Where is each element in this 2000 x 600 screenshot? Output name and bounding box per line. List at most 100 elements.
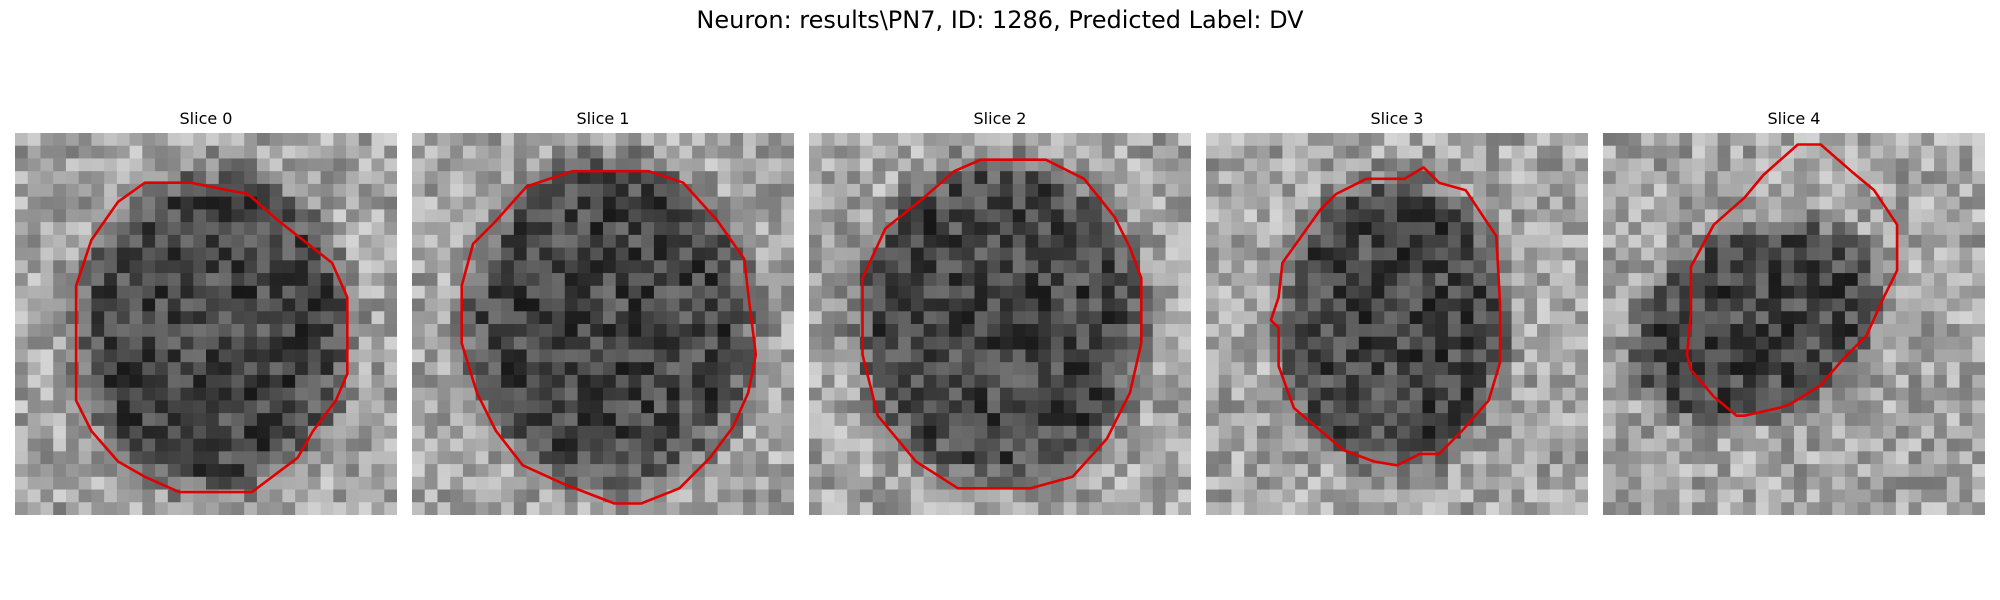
pixel-cell (1819, 400, 1833, 414)
pixel-cell (1473, 171, 1487, 185)
pixel-cell (717, 133, 731, 147)
pixel-cell (1895, 209, 1910, 223)
pixel-cell (1549, 413, 1564, 427)
pixel-cell (552, 374, 566, 389)
pixel-cell (923, 336, 937, 351)
pixel-cell (244, 260, 258, 274)
pixel-cell (961, 183, 976, 198)
pixel-cell (1934, 502, 1948, 515)
pixel-cell (1333, 158, 1347, 172)
pixel-cell (1025, 196, 1039, 210)
pixel-cell (1486, 158, 1500, 172)
pixel-cell (577, 298, 591, 312)
pixel-cell (1575, 387, 1588, 401)
pixel-cell (1819, 324, 1833, 338)
pixel-cell (1844, 324, 1859, 338)
pixel-cell (1908, 489, 1922, 503)
pixel-cell (40, 451, 54, 465)
pixel-cell (1717, 298, 1731, 312)
pixel-cell (1244, 400, 1258, 414)
pixel-cell (1435, 273, 1449, 287)
pixel-cell (1959, 362, 1973, 376)
pixel-cell (564, 196, 579, 210)
pixel-cell (1730, 374, 1744, 389)
pixel-cell (1666, 502, 1680, 515)
pixel-cell (1218, 324, 1233, 338)
pixel-cell (1076, 438, 1090, 452)
pixel-cell (1704, 362, 1719, 376)
pixel-cell (167, 145, 182, 160)
pixel-cell (1447, 502, 1462, 515)
pixel-cell (295, 362, 309, 376)
pixel-cell (488, 260, 502, 274)
pixel-cell (1012, 158, 1027, 172)
pixel-cell (333, 413, 347, 427)
pixel-cell (1460, 362, 1474, 376)
pixel-cell (1320, 298, 1334, 312)
pixel-cell (180, 425, 194, 440)
pixel-cell (1295, 438, 1309, 452)
pixel-cell (1282, 133, 1296, 147)
pixel-cell (666, 451, 680, 465)
pixel-cell (898, 183, 912, 198)
pixel-cell (910, 349, 925, 363)
pixel-cell (847, 273, 861, 287)
pixel-cell (295, 222, 309, 236)
pixel-cell (1794, 273, 1808, 287)
pixel-cell (1908, 298, 1922, 312)
pixel-cell (91, 158, 105, 172)
pixel-cell (1025, 158, 1039, 172)
pixel-cell (781, 362, 794, 376)
pixel-cell (1679, 476, 1693, 491)
pixel-cell (577, 362, 591, 376)
pixel-cell (577, 438, 591, 452)
pixel-cell (1000, 324, 1014, 338)
pixel-cell (1946, 438, 1961, 452)
pixel-cell (1844, 196, 1859, 210)
pixel-cell (1231, 464, 1245, 478)
pixel-cell (218, 145, 233, 160)
pixel-cell (615, 400, 630, 414)
pixel-cell (1562, 183, 1576, 198)
pixel-cell (307, 374, 322, 389)
pixel-cell (1870, 464, 1884, 478)
pixel-cell (1320, 183, 1334, 198)
pixel-cell (1050, 234, 1065, 249)
pixel-cell (1333, 502, 1347, 515)
pixel-cell (193, 362, 207, 376)
pixel-cell (974, 438, 988, 452)
pixel-cell (40, 464, 54, 478)
pixel-cell (1628, 273, 1642, 287)
pixel-cell (704, 438, 719, 452)
pixel-cell (1562, 234, 1576, 249)
pixel-cell (821, 133, 836, 147)
pixel-cell (974, 387, 988, 401)
pixel-cell (1206, 209, 1220, 223)
pixel-cell (1511, 273, 1525, 287)
pixel-cell (437, 349, 451, 363)
pixel-cell (1562, 196, 1576, 210)
pixel-cell (1628, 311, 1642, 325)
pixel-cell (475, 209, 489, 223)
pixel-cell (1152, 311, 1167, 325)
pixel-cell (1269, 489, 1283, 503)
pixel-cell (116, 413, 131, 427)
pixel-cell (256, 311, 271, 325)
pixel-cell (1653, 451, 1668, 465)
pixel-cell (755, 158, 770, 172)
pixel-cell (1575, 196, 1588, 210)
pixel-cell (910, 158, 925, 172)
pixel-cell (1178, 438, 1191, 452)
pixel-cell (1307, 336, 1322, 351)
pixel-cell (206, 273, 220, 287)
pixel-cell (1218, 298, 1233, 312)
pixel-cell (269, 464, 283, 478)
pixel-cell (256, 425, 271, 440)
pixel-cell (1114, 273, 1128, 287)
pixel-cell (412, 400, 426, 414)
pixel-cell (1320, 476, 1334, 491)
pixel-cell (1959, 158, 1973, 172)
pixel-cell (872, 133, 886, 147)
pixel-cell (1743, 476, 1757, 491)
pixel-cell (1050, 298, 1065, 312)
